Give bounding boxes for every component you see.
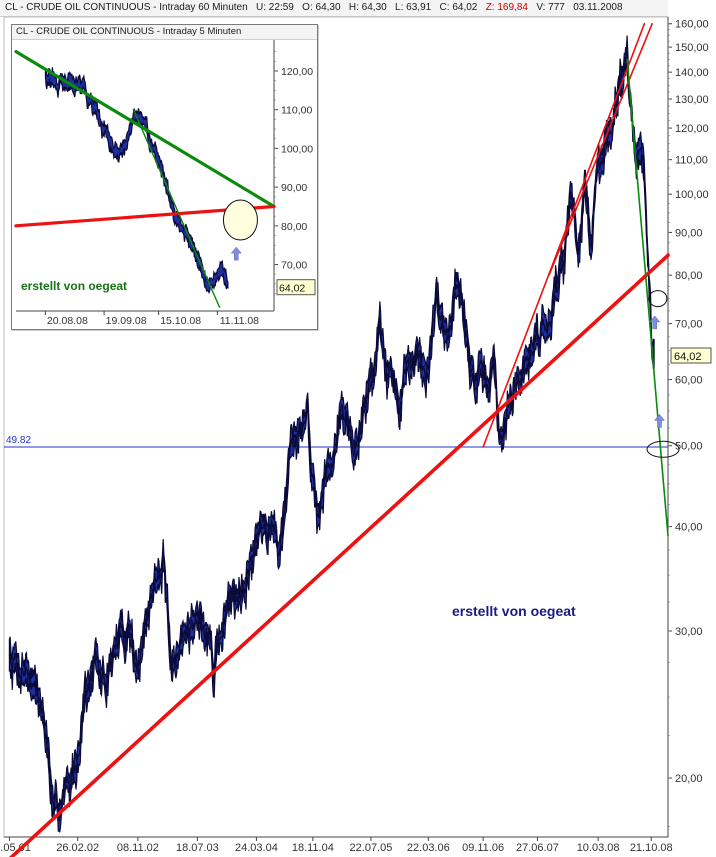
x-tick-label: 26.02.02 <box>56 842 99 854</box>
inset-trendline-green <box>14 50 276 209</box>
inset-x-tick-label: 11.11.08 <box>220 315 259 327</box>
inset-header-text: CL - CRUDE OIL CONTINUOUS - Intraday 5 M… <box>16 26 242 37</box>
inset-header-symbol: CL - CRUDE OIL CONTINUOUS <box>16 26 155 37</box>
last-value-box <box>670 347 712 364</box>
y-tick-label: 20,00 <box>675 773 703 785</box>
price-series-line <box>8 49 655 822</box>
y-tick-label: 120,00 <box>675 123 709 135</box>
y-tick-label: 130,00 <box>675 94 709 106</box>
y-tick-label: 60,00 <box>675 375 703 387</box>
inset-x-tick-label: 20.08.08 <box>47 315 88 327</box>
header-h-label: H: <box>348 2 359 13</box>
y-tick-label: 160,00 <box>675 19 709 31</box>
support-line-label: 49.82 <box>6 435 31 446</box>
arrow-marker-icon <box>653 414 666 428</box>
inset-x-tick-label: 19.09.08 <box>106 315 147 327</box>
inset-y-tick-label: 120,00 <box>281 66 313 78</box>
header-c-label: C: <box>439 2 450 13</box>
header-l-label: L: <box>395 2 404 13</box>
header-v-value: 777 <box>548 2 565 13</box>
inset-y-tick-label: 110,00 <box>281 105 312 117</box>
x-tick-label: 21.10.08 <box>630 842 673 854</box>
y-tick-label: 80,00 <box>675 270 703 282</box>
y-tick-label: 30,00 <box>675 626 703 638</box>
inset-trendline-green <box>132 108 221 308</box>
trendline-red <box>482 22 646 448</box>
header-date: 03.11.2008 <box>573 2 623 13</box>
header-o-value: 64,30 <box>315 2 341 13</box>
inset-price-chart: 120,00 110,00 100,00 90,00 80,00 70,00 20.08.0… <box>14 40 316 327</box>
inset-price-series <box>44 67 229 295</box>
header-u-value: 22:59 <box>268 2 294 13</box>
highlight-circle <box>648 290 668 308</box>
x-tick-label: 10.03.08 <box>577 842 620 854</box>
inset-x-tick-label: 15.10.08 <box>160 315 201 327</box>
header-u-label: U: <box>256 2 267 13</box>
header-z-label: Z: <box>485 2 495 13</box>
y-tick-label: 90,00 <box>675 227 703 239</box>
x-tick-label: 09.11.06 <box>462 842 504 854</box>
x-tick-label: 18.11.04 <box>292 842 334 854</box>
inset-y-tick-label: 80,00 <box>281 221 307 233</box>
inset-chart-window[interactable]: CL - CRUDE OIL CONTINUOUS - Intraday 5 M… <box>11 24 318 330</box>
inset-y-tick-label: 90,00 <box>281 182 307 194</box>
inset-y-tick-label: 70,00 <box>281 260 307 272</box>
arrow-marker-icon <box>649 315 661 330</box>
y-tick-label: 140,00 <box>675 67 709 79</box>
header-h-value: 64,30 <box>361 2 387 13</box>
y-tick-label: 100,00 <box>675 189 709 201</box>
inset-chart-header: CL - CRUDE OIL CONTINUOUS - Intraday 5 M… <box>12 25 317 40</box>
inset-y-tick-label: 100,00 <box>281 143 313 155</box>
trendline-red <box>8 253 670 857</box>
inset-last-value-box <box>276 279 316 296</box>
inset-last-value-label: 64,02 <box>279 283 305 295</box>
y-tick-label: 110,00 <box>675 155 708 167</box>
y-tick-label: 70,00 <box>675 319 703 331</box>
x-tick-label: 22.03.06 <box>407 842 450 854</box>
header-v-label: V: <box>536 2 546 13</box>
y-tick-label: 40,00 <box>675 522 703 534</box>
inset-header-interval: Intraday 5 Minuten <box>162 26 242 37</box>
header-z-value: 169,84 <box>497 2 528 13</box>
x-tick-label: 27.06.07 <box>516 842 559 854</box>
x-tick-label: 18.07.03 <box>176 842 219 854</box>
header-interval: Intraday 60 Minuten <box>159 2 248 13</box>
header-symbol: CL - CRUDE OIL CONTINUOUS <box>5 2 151 13</box>
y-tick-label: 50,00 <box>675 441 703 453</box>
inset-arrow-marker-icon <box>230 246 242 261</box>
highlight-circle <box>646 440 680 458</box>
trendline-red <box>548 22 653 276</box>
x-tick-label: 24.03.04 <box>235 842 278 854</box>
header-l-value: 63,91 <box>406 2 432 13</box>
header-quote-line: CL - CRUDE OIL CONTINUOUS - Intraday 60 … <box>5 2 623 13</box>
x-tick-label: 22.07.05 <box>350 842 393 854</box>
header-c-value: 64,02 <box>452 2 478 13</box>
last-value-label: 64,02 <box>674 351 702 363</box>
header-o-label: O: <box>302 2 313 13</box>
x-tick-label: 08.11.02 <box>117 842 159 854</box>
inset-author-watermark: erstellt von oegeat <box>21 279 127 293</box>
trendline-green <box>626 58 669 537</box>
chart-header: CL - CRUDE OIL CONTINUOUS - Intraday 60 … <box>0 0 668 17</box>
y-tick-label: 150,00 <box>675 42 709 54</box>
inset-highlight-circle <box>222 199 258 241</box>
author-watermark: erstellt von oegeat <box>452 603 576 619</box>
